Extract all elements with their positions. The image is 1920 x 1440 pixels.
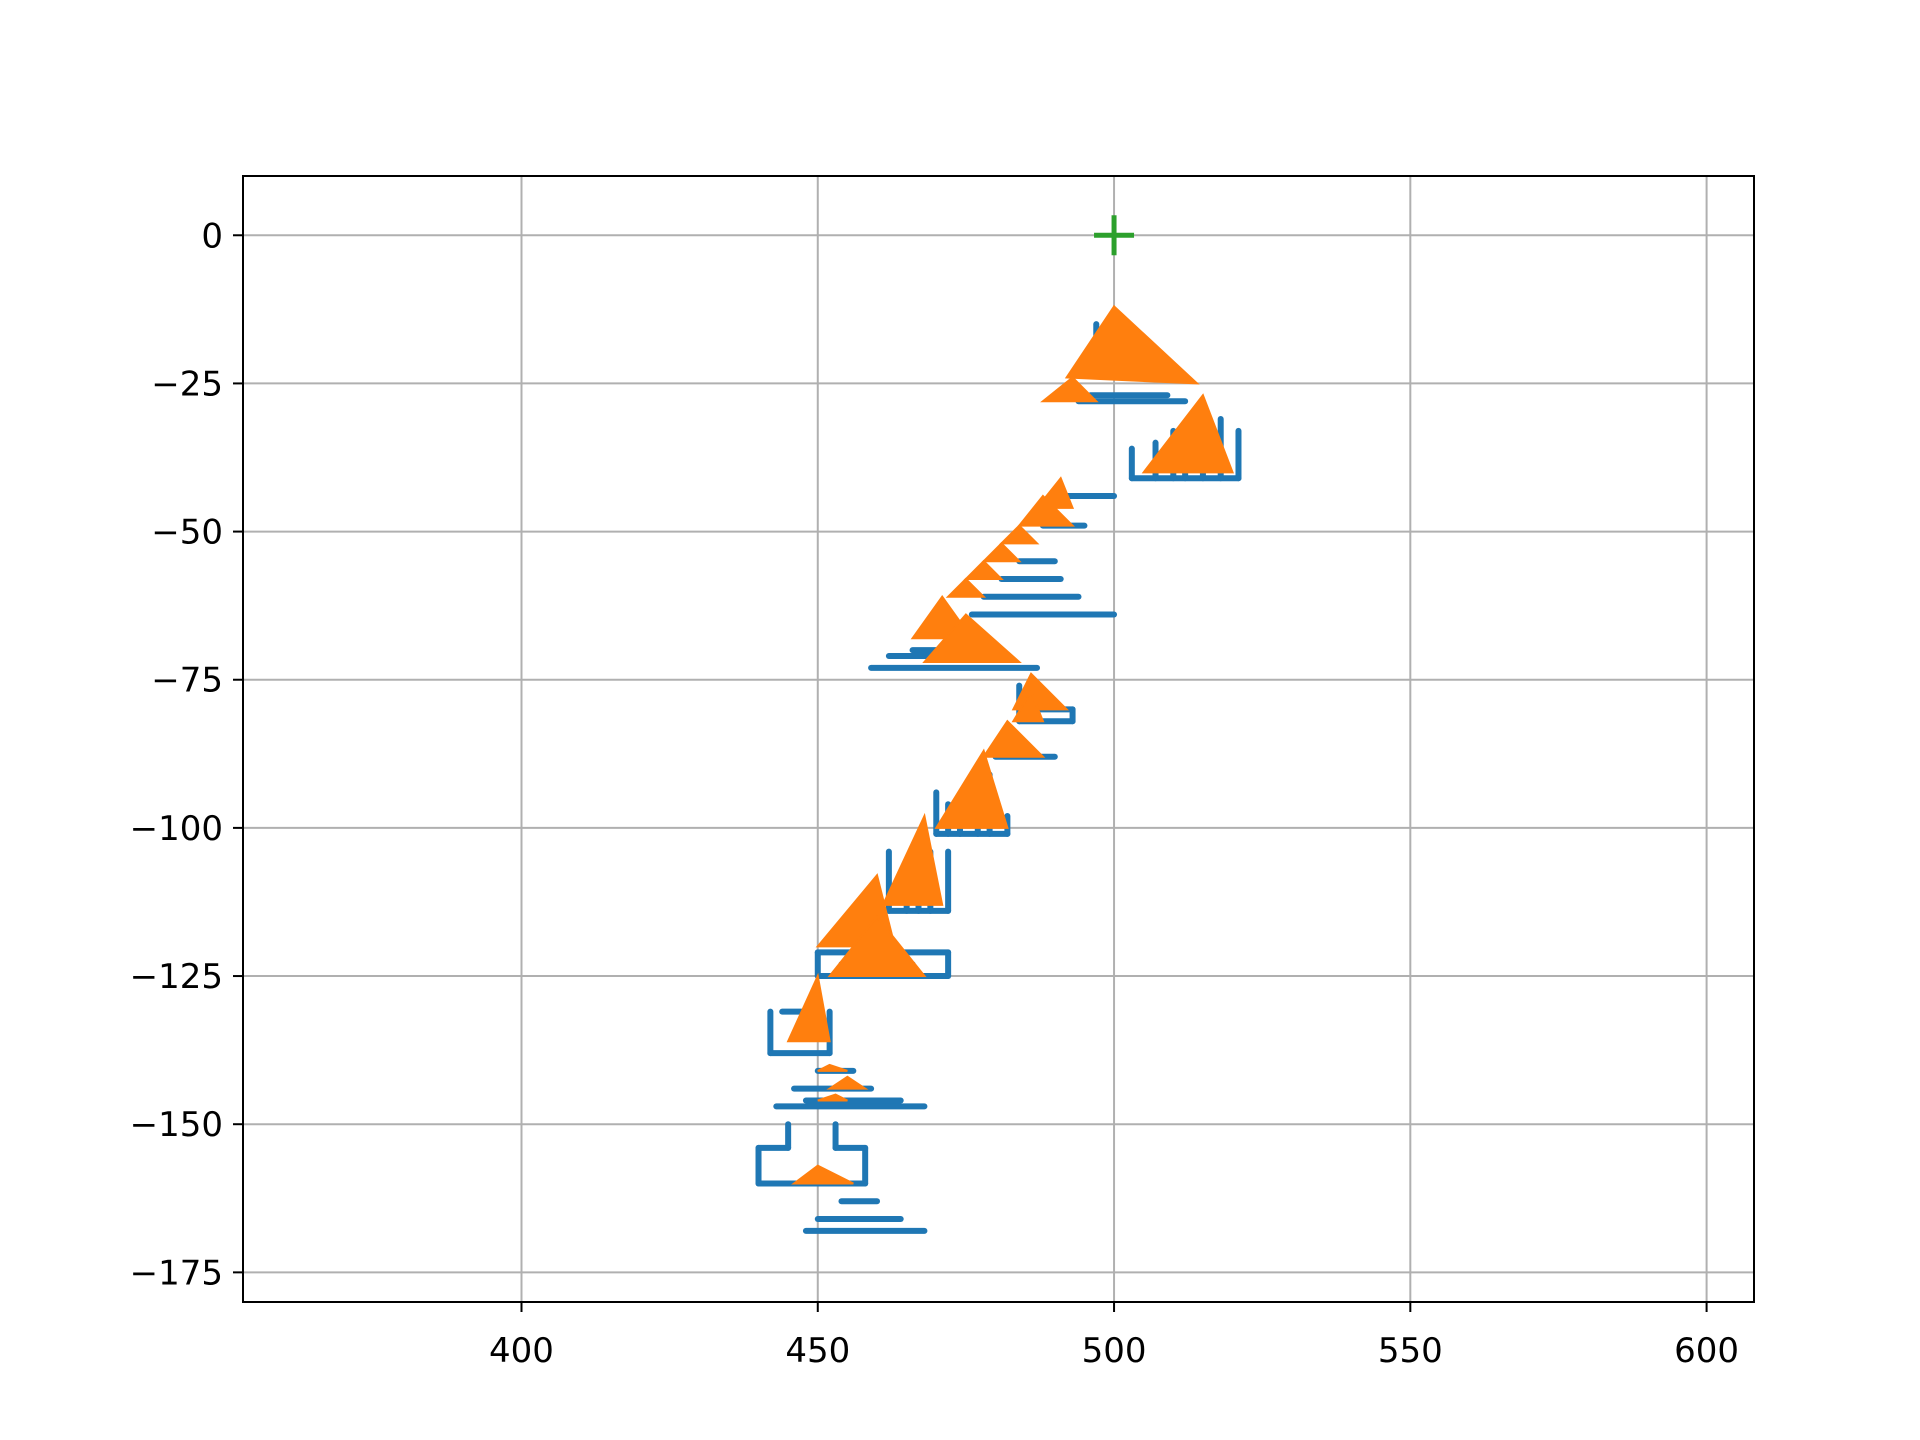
orange-triangle-2: [1141, 393, 1235, 474]
x-tick-label-4: 600: [1674, 1331, 1739, 1371]
x-tick-label-2: 500: [1082, 1331, 1147, 1371]
orange-triangle-1: [1040, 376, 1099, 403]
orange-triangle-12: [1011, 689, 1045, 723]
orange-triangle-22: [791, 1164, 854, 1185]
orange-triangle-0: [1064, 304, 1200, 385]
y-tick-label-1: −25: [151, 364, 223, 404]
y-tick-label-3: −75: [151, 661, 223, 701]
orange-triangle-21: [817, 1093, 848, 1102]
orange-triangle-14: [934, 748, 1009, 829]
y-tick-label-2: −50: [151, 513, 223, 553]
y-tick-label-4: −100: [130, 809, 223, 849]
orange-triangle-7: [963, 559, 1004, 580]
x-tick-label-1: 450: [785, 1331, 850, 1371]
plot-area: [755, 215, 1242, 1234]
orange-triangle-8: [945, 577, 987, 598]
y-tick-label-0: 0: [201, 216, 223, 256]
axes-frame: [242, 175, 1755, 1303]
orange-triangle-18: [786, 972, 831, 1043]
orange-triangle-10: [922, 613, 1022, 663]
y-tick-label-7: −175: [130, 1253, 223, 1293]
y-tick-label-6: −150: [130, 1105, 223, 1145]
x-tick-label-3: 550: [1378, 1331, 1443, 1371]
orange-triangle-6: [981, 542, 1022, 563]
orange-triangle-19: [817, 1063, 848, 1072]
x-tick-label-0: 400: [489, 1331, 554, 1371]
orange-triangle-4: [1017, 494, 1075, 527]
axis-ticks: 400 450 500 550 600 0 −25 −50 −75 −100 −125 −150 −17…: [130, 216, 1739, 1371]
orange-triangle-17: [827, 915, 927, 978]
orange-triangle-5: [999, 524, 1040, 545]
orange-triangle-15: [881, 812, 944, 906]
orange-triangle-20: [826, 1075, 869, 1090]
y-tick-label-5: −125: [130, 957, 223, 997]
green-plus-marker: [1094, 215, 1135, 256]
orange-triangle-13: [981, 719, 1046, 758]
